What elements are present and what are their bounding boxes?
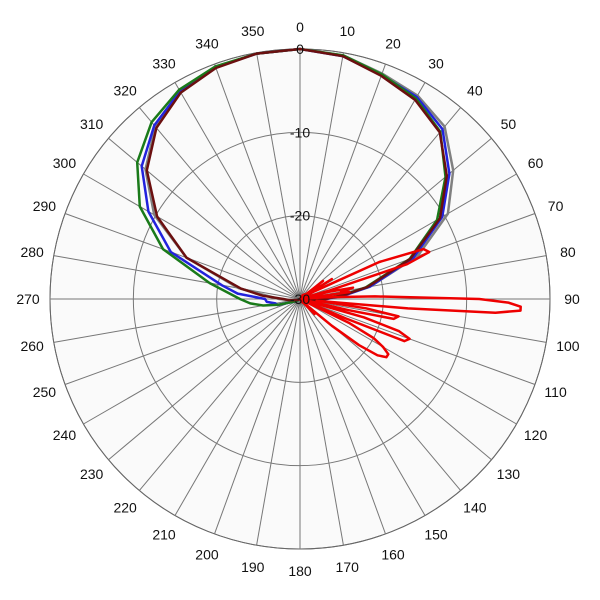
angle-tick-label: 80 [560, 244, 576, 260]
angle-tick-label: 320 [113, 83, 137, 99]
angle-tick-label: 200 [195, 547, 219, 563]
angle-tick-label: 10 [339, 23, 355, 39]
angle-spoke [299, 298, 426, 516]
angle-tick-label: 230 [80, 466, 104, 482]
angle-tick-label: 310 [80, 116, 104, 132]
angle-tick-label: 60 [528, 155, 544, 171]
angle-spoke [299, 137, 492, 300]
angle-tick-label: 150 [424, 527, 448, 543]
angle-spoke [53, 298, 301, 343]
angle-tick-label: 270 [16, 291, 40, 307]
angle-tick-label: 250 [33, 384, 57, 400]
angle-spoke [256, 298, 301, 546]
angle-tick-label: 110 [544, 384, 567, 400]
angle-tick-label: 180 [288, 563, 312, 579]
angle-tick-label: 130 [497, 466, 521, 482]
angle-tick-label: 210 [152, 527, 176, 543]
angle-tick-label: 350 [241, 23, 265, 39]
angle-tick-label: 0 [296, 19, 304, 35]
angle-spoke [299, 298, 547, 343]
angle-tick-label: 50 [501, 116, 517, 132]
angle-spoke [299, 63, 386, 300]
angle-tick-label: 290 [33, 198, 57, 214]
angle-spoke [174, 82, 301, 300]
angle-spoke [64, 298, 301, 385]
radial-tick-label: 0 [296, 41, 304, 57]
angle-tick-label: 280 [20, 244, 44, 260]
series-line [298, 247, 522, 359]
angle-spoke [108, 137, 301, 300]
radial-tick-label: -20 [290, 208, 310, 224]
angle-spoke [256, 52, 301, 300]
angle-tick-label: 30 [428, 55, 444, 71]
angle-spoke [299, 298, 536, 385]
angle-spoke [64, 213, 301, 300]
angle-spoke [299, 298, 344, 546]
angle-tick-label: 40 [467, 83, 483, 99]
angle-spoke [299, 52, 344, 300]
angle-spoke [108, 298, 301, 461]
angle-tick-label: 140 [463, 499, 487, 515]
angle-spoke [83, 298, 301, 425]
angle-spoke [299, 107, 462, 300]
angle-spoke [174, 298, 301, 516]
angle-tick-label: 300 [53, 155, 77, 171]
angle-tick-label: 340 [195, 35, 219, 51]
angle-tick-label: 260 [20, 338, 44, 354]
angle-spoke [299, 173, 517, 300]
angle-tick-label: 20 [385, 35, 401, 51]
angle-spoke [214, 63, 301, 300]
angle-spoke [138, 298, 301, 491]
angle-tick-label: 100 [556, 338, 580, 354]
radial-tick-label: -10 [290, 124, 310, 140]
angle-tick-label: 160 [381, 547, 405, 563]
angle-spoke [138, 107, 301, 300]
angle-spoke [299, 298, 517, 425]
angle-tick-label: 240 [53, 427, 77, 443]
angle-spoke [53, 255, 301, 300]
angle-spoke [299, 298, 386, 535]
angle-tick-label: 330 [152, 55, 176, 71]
angle-spoke [299, 298, 462, 491]
angle-tick-label: 170 [336, 559, 360, 575]
angle-spoke [214, 298, 301, 535]
radial-tick-label: -30 [290, 291, 310, 307]
angle-tick-label: 120 [524, 427, 548, 443]
angle-tick-label: 190 [241, 559, 265, 575]
angle-spoke [83, 173, 301, 300]
angle-tick-label: 220 [113, 499, 137, 515]
angle-tick-label: 70 [548, 198, 564, 214]
angle-spoke [299, 82, 426, 300]
angle-tick-label: 90 [564, 291, 580, 307]
